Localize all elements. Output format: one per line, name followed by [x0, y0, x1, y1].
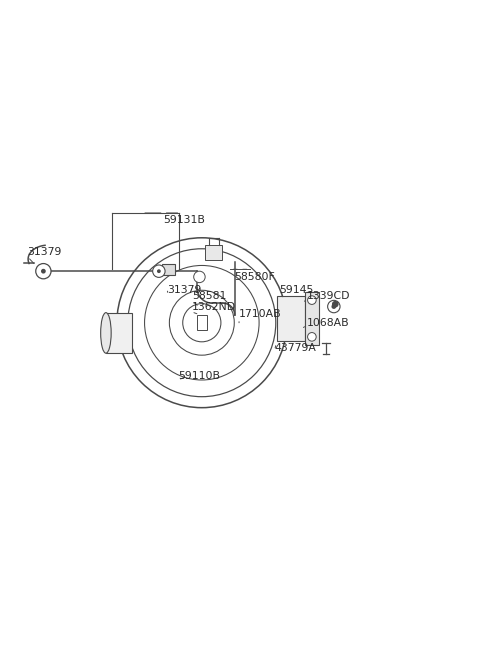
Circle shape — [328, 301, 340, 312]
Bar — [197, 315, 207, 330]
Circle shape — [332, 304, 336, 309]
Ellipse shape — [101, 312, 111, 353]
Circle shape — [157, 269, 161, 273]
Circle shape — [153, 265, 165, 277]
Text: 58581: 58581 — [192, 291, 227, 301]
Text: 1710AB: 1710AB — [239, 309, 282, 319]
Bar — [305, 292, 319, 345]
Circle shape — [308, 333, 316, 341]
Text: 1068AB: 1068AB — [307, 318, 349, 328]
Text: 58580F: 58580F — [234, 272, 275, 282]
Bar — [276, 296, 305, 341]
Bar — [106, 312, 132, 353]
Text: 59131B: 59131B — [164, 215, 205, 225]
Circle shape — [41, 269, 46, 274]
Text: 43779A: 43779A — [275, 343, 316, 353]
Circle shape — [308, 296, 316, 305]
Text: 31379: 31379 — [28, 247, 62, 257]
Text: 1362ND: 1362ND — [192, 302, 236, 312]
Bar — [205, 246, 222, 260]
Text: 1339CD: 1339CD — [307, 291, 350, 301]
Bar — [162, 264, 175, 274]
Circle shape — [36, 263, 51, 279]
Circle shape — [332, 301, 338, 307]
Circle shape — [194, 271, 205, 283]
Text: 59145: 59145 — [279, 285, 313, 295]
Text: 31379: 31379 — [168, 285, 202, 295]
Text: 59110B: 59110B — [178, 371, 220, 381]
